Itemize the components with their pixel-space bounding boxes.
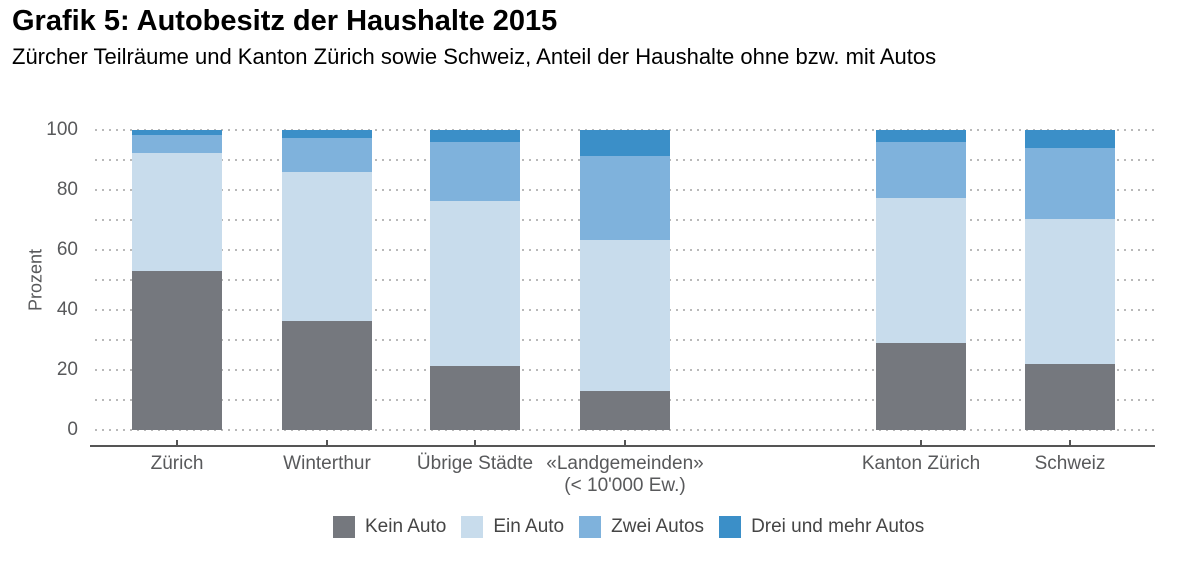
x-axis-tick (1069, 440, 1071, 445)
legend-swatch-kein-auto (333, 516, 355, 538)
y-axis-tick-label: 0 (67, 419, 78, 440)
legend-item-ein-auto: Ein Auto (461, 516, 564, 538)
y-axis-tick-label: 20 (56, 359, 78, 380)
legend-swatch-drei-und-mehr-autos (719, 516, 742, 538)
y-axis-tick-label: 60 (56, 239, 78, 260)
legend-item-drei-und-mehr-autos: Drei und mehr Autos (719, 516, 924, 538)
x-axis-tick (624, 440, 626, 445)
legend-label: Ein Auto (493, 516, 565, 537)
bar-segment-zwei-autos (876, 142, 966, 198)
x-axis-label-kanton-z-rich: Kanton Zürich (811, 453, 1031, 475)
bar-segment-ein-auto (282, 172, 372, 321)
bar-segment-drei-und-mehr-autos (282, 130, 372, 138)
x-axis-tick (176, 440, 178, 445)
legend-label: Zwei Autos (611, 516, 705, 537)
x-axis-label-schweiz: Schweiz (960, 453, 1180, 475)
bar-winterthur (282, 130, 372, 430)
x-axis-label-landgemeinden-10-000-ew: «Landgemeinden» (< 10'000 Ew.) (515, 453, 735, 497)
x-axis-label-line: Winterthur (283, 453, 371, 474)
x-axis-label-winterthur: Winterthur (217, 453, 437, 475)
legend-label: Drei und mehr Autos (751, 516, 925, 537)
bar-kanton-z-rich (876, 130, 966, 430)
x-axis-tick (920, 440, 922, 445)
x-axis-label-line: «Landgemeinden» (546, 453, 704, 474)
bar-segment-ein-auto (132, 152, 222, 271)
bar-segment-zwei-autos (580, 155, 670, 240)
x-axis-label-z-rich: Zürich (67, 453, 287, 475)
bar-schweiz (1025, 130, 1115, 430)
chart-title: Grafik 5: Autobesitz der Haushalte 2015 (12, 5, 558, 37)
bar-landgemeinden-10-000-ew (580, 130, 670, 430)
bar-segment-drei-und-mehr-autos (430, 130, 520, 142)
bar-segment-kein-auto (132, 271, 222, 430)
y-axis-tick-label: 40 (56, 299, 78, 320)
bar-segment-ein-auto (1025, 218, 1115, 364)
x-axis-label-line: Übrige Städte (416, 453, 534, 474)
x-axis-label-line: Kanton Zürich (861, 453, 981, 474)
bar-z-rich (132, 130, 222, 430)
bar-segment-zwei-autos (1025, 148, 1115, 219)
bar-segment-zwei-autos (430, 142, 520, 201)
x-axis-line (90, 445, 1155, 447)
bar-segment-drei-und-mehr-autos (580, 130, 670, 156)
legend-swatch-zwei-autos (579, 516, 602, 538)
bar-segment-kein-auto (430, 365, 520, 430)
legend-item-kein-auto: Kein Auto (333, 516, 446, 538)
x-axis-tick (326, 440, 328, 445)
x-axis-label-line: Zürich (150, 453, 204, 474)
bar-segment-drei-und-mehr-autos (876, 130, 966, 142)
gridline (95, 429, 1155, 431)
bar-segment-kein-auto (282, 320, 372, 430)
x-axis-label-line: Schweiz (1034, 453, 1106, 474)
x-axis-label-line: (< 10'000 Ew.) (564, 475, 686, 496)
y-axis-tick-label: 100 (46, 119, 78, 140)
bar-segment-drei-und-mehr-autos (132, 130, 222, 135)
legend-swatch-ein-auto (461, 516, 484, 538)
legend-label: Kein Auto (365, 516, 447, 537)
bar-segment-ein-auto (580, 239, 670, 391)
bar-segment-kein-auto (876, 343, 966, 430)
legend: Kein Auto Ein Auto Zwei Autos Drei und mehr… (333, 516, 924, 538)
chart-subtitle: Zürcher Teilräume und Kanton Zürich sowi… (12, 44, 937, 69)
bar-segment-drei-und-mehr-autos (1025, 130, 1115, 148)
bar-segment-zwei-autos (282, 137, 372, 172)
legend-item-zwei-autos: Zwei Autos (579, 516, 704, 538)
bar-segment-kein-auto (1025, 364, 1115, 430)
x-axis-tick (474, 440, 476, 445)
bar-segment-ein-auto (876, 197, 966, 343)
bar-segment-zwei-autos (132, 134, 222, 153)
bar-segment-ein-auto (430, 200, 520, 366)
x-axis-label-brige-st-dte: Übrige Städte (365, 453, 585, 475)
y-axis-tick-label: 80 (56, 179, 78, 200)
bar-segment-kein-auto (580, 391, 670, 430)
bar-brige-st-dte (430, 130, 520, 430)
